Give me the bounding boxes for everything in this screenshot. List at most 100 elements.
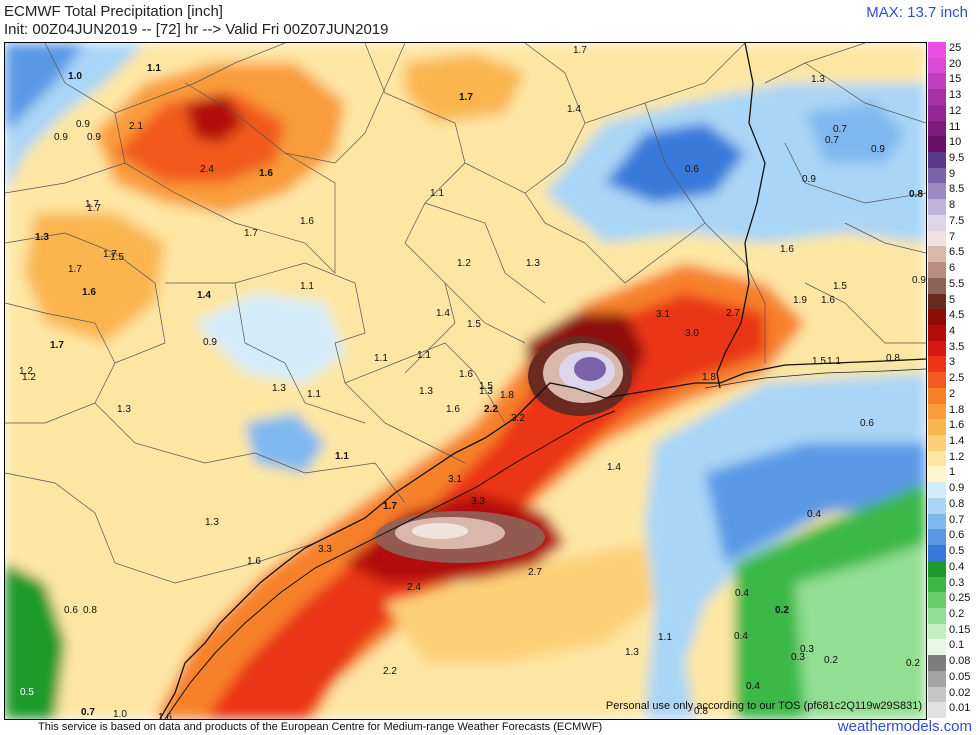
tos-notice: Personal use only according to our TOS (…: [605, 700, 922, 712]
precip-value-label: 1.7: [87, 203, 101, 214]
legend-row: 7.5: [928, 214, 978, 231]
precip-value-label: 1.6: [459, 369, 473, 380]
precip-value-label: 0.7: [833, 124, 847, 135]
legend-row: 8.5: [928, 183, 978, 200]
legend-row: 9.5: [928, 152, 978, 168]
precip-value-label: 1.6: [446, 404, 460, 415]
legend-swatch: [928, 309, 946, 325]
legend-row: 0.25: [928, 592, 978, 608]
legend-swatch: [928, 529, 946, 546]
legend-row: 0.15: [928, 623, 978, 640]
legend-value: 2.5: [949, 372, 965, 385]
precip-value-label: 1.6: [780, 244, 794, 255]
precip-value-label: 1.8: [702, 372, 716, 383]
legend-value: 3.5: [949, 340, 965, 353]
legend-value: 0.7: [949, 513, 965, 526]
precip-value-label: 3.0: [685, 328, 699, 339]
legend-row: 3.5: [928, 340, 978, 357]
legend-value: 0.1: [949, 639, 965, 652]
legend-row: 0.02: [928, 686, 978, 703]
legend-row: 0.1: [928, 639, 978, 656]
region-blue-ne-2: [805, 103, 905, 163]
region-blue-mid: [195, 293, 345, 383]
precip-value-label: 1.4: [607, 462, 621, 473]
legend-swatch: [928, 340, 946, 357]
precip-value-label: 1.5: [467, 319, 481, 330]
region-blue-nw-inner: [5, 43, 85, 133]
precip-value-label: 0.3: [800, 644, 814, 655]
precip-value-label: 2.2: [383, 666, 397, 677]
precip-value-label: 0.9: [912, 275, 926, 286]
precip-value-label: 1.3: [625, 647, 639, 658]
legend-row: 2: [928, 387, 978, 404]
legend-value: 0.25: [949, 592, 971, 605]
legend-swatch: [928, 42, 946, 58]
precip-value-label: 0.6: [860, 418, 874, 429]
legend-row: 12: [928, 104, 978, 121]
legend-swatch: [928, 89, 946, 105]
brand-link[interactable]: weathermodels.com: [837, 718, 972, 735]
legend-swatch: [928, 403, 946, 420]
precip-value-label: 0.7: [81, 707, 95, 718]
precip-value-label: 3.1: [448, 474, 462, 485]
precip-value-label: 0.2: [775, 605, 789, 616]
state-border: [716, 43, 766, 389]
legend-row: 0.7: [928, 513, 978, 530]
precip-value-label: 0.8: [886, 353, 900, 364]
precip-value-label: 1.7: [85, 199, 99, 210]
legend-swatch: [928, 199, 946, 215]
precip-value-label: 2.4: [407, 582, 421, 593]
legend-swatch: [928, 230, 946, 247]
precip-value-label: 1.1: [147, 63, 161, 74]
legend-value: 10: [949, 136, 962, 149]
legend-row: 20: [928, 57, 978, 74]
legend-value: 0.9: [949, 482, 965, 495]
precip-value-label: 2.2: [484, 404, 498, 415]
precip-value-label: 1.4: [436, 308, 450, 319]
legend-value: 20: [949, 57, 962, 70]
maximum-lightpink-south: [412, 523, 468, 539]
precip-value-label: 1.4: [567, 104, 581, 115]
legend-row: 4: [928, 324, 978, 341]
precip-value-label: 1.3: [117, 404, 131, 415]
legend-value: 0.8: [949, 497, 965, 510]
legend-swatch: [928, 246, 946, 263]
precip-value-label: 1.1: [430, 188, 444, 199]
precip-value-label: 3.3: [471, 496, 485, 507]
marine-zone-line: [704, 368, 926, 389]
legend-row: 0.3: [928, 576, 978, 593]
legend-row: 0.05: [928, 670, 978, 687]
legend-swatch: [928, 324, 946, 341]
legend-swatch: [928, 183, 946, 200]
precip-value-label: 1.6: [247, 556, 261, 567]
legend-row: 8: [928, 199, 978, 215]
legend-row: 15: [928, 73, 978, 90]
legend-value: 1: [949, 466, 956, 479]
legend-row: 0.01: [928, 702, 978, 718]
legend-value: 4: [949, 324, 956, 337]
barrier-island: [164, 410, 616, 719]
precip-value-label: 1.9: [793, 295, 807, 306]
legend-value: 11: [949, 120, 961, 133]
legend-swatch: [928, 372, 946, 388]
precip-value-label: 1.6: [821, 295, 835, 306]
legend-value: 9.5: [949, 152, 965, 165]
precip-value-label: 0.8: [83, 605, 97, 616]
value-labels: 1.01.11.71.31.71.42.10.90.9 0.90.70.70.90…: [19, 45, 926, 719]
legend-value: 4.5: [949, 309, 965, 322]
legend-swatch: [928, 167, 946, 184]
legend-value: 1.4: [949, 435, 965, 448]
county-lines: [5, 43, 926, 584]
precip-value-label: 0.9: [76, 119, 90, 130]
precip-value-label: 1.5: [479, 381, 493, 392]
maximum-purple-north: [574, 357, 606, 381]
precip-value-label: 1.8: [500, 390, 514, 401]
legend-row: 0.2: [928, 607, 978, 624]
legend-value: 8: [949, 199, 956, 212]
legend-swatch: [928, 607, 946, 624]
region-green-sw: [5, 563, 65, 719]
legend-row: 5.5: [928, 277, 978, 294]
legend-value: 25: [949, 42, 962, 54]
precip-value-label: 1.1: [827, 356, 841, 367]
legend-swatch: [928, 419, 946, 436]
